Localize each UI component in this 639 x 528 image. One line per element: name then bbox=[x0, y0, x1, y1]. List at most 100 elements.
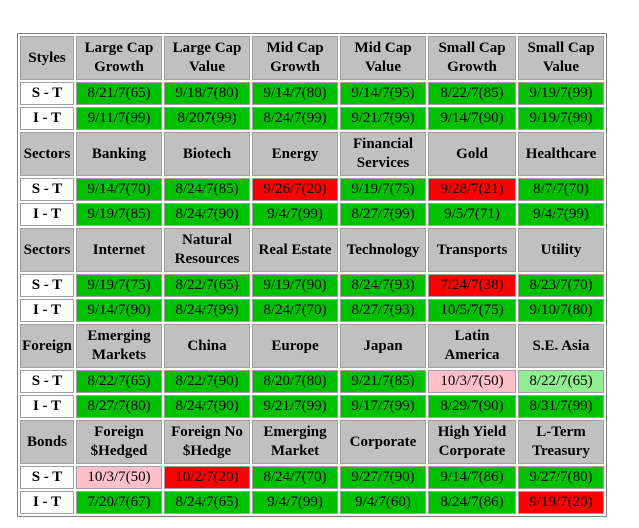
table-row: I - T 9/19/7(85) 8/24/7(90) 9/4/7(99) 8/27/7… bbox=[20, 203, 604, 226]
column-header-high-yield-corporate: High Yield Corporate bbox=[428, 420, 516, 464]
row-label: S - T bbox=[20, 178, 74, 201]
section-label: Styles bbox=[20, 36, 74, 80]
table-row: I - T 9/11/7(99) 8/207(99) 8/24/7(99) 9/21/7… bbox=[20, 107, 604, 130]
column-header-financial-services: Financial Services bbox=[340, 132, 426, 176]
column-header-transports: Transports bbox=[428, 228, 516, 272]
table-row: I - T 8/27/7(80) 8/24/7(90) 9/21/7(99) 9/17/… bbox=[20, 395, 604, 418]
table-row: I - T 9/14/7(90) 8/24/7(99) 8/24/7(70) 8/27/… bbox=[20, 299, 604, 322]
column-header-large-cap-value: Large Cap Value bbox=[164, 36, 250, 80]
column-header-biotech: Biotech bbox=[164, 132, 250, 176]
section-header-row-styles: Styles Large Cap Growth Large Cap Value Mid… bbox=[20, 36, 604, 80]
signal-cell: 9/4/7(99) bbox=[252, 491, 338, 514]
section-label: Foreign bbox=[20, 324, 74, 368]
table-row: S - T 8/22/7(65) 8/22/7(90) 8/20/7(80) 9/21/… bbox=[20, 370, 604, 393]
signal-cell: 10/2/7(20) bbox=[164, 466, 250, 489]
signal-cell: 8/24/7(86) bbox=[428, 491, 516, 514]
signal-cell: 9/14/7(80) bbox=[252, 82, 338, 105]
row-label: S - T bbox=[20, 274, 74, 297]
column-header-internet: Internet bbox=[76, 228, 162, 272]
signal-cell: 8/207(99) bbox=[164, 107, 250, 130]
column-header-emerging-markets: Emerging Markets bbox=[76, 324, 162, 368]
column-header-small-cap-growth: Small Cap Growth bbox=[428, 36, 516, 80]
section-label: Sectors bbox=[20, 228, 74, 272]
column-header-real-estate: Real Estate bbox=[252, 228, 338, 272]
signal-cell: 8/20/7(80) bbox=[252, 370, 338, 393]
signal-cell: 9/18/7(80) bbox=[164, 82, 250, 105]
signal-cell: 9/19/7(90) bbox=[252, 274, 338, 297]
signal-cell: 9/21/7(99) bbox=[340, 107, 426, 130]
column-header-natural-resources: Natural Resources bbox=[164, 228, 250, 272]
column-header-mid-cap-growth: Mid Cap Growth bbox=[252, 36, 338, 80]
column-header-banking: Banking bbox=[76, 132, 162, 176]
column-header-china: China bbox=[164, 324, 250, 368]
signal-cell: 9/4/7(99) bbox=[252, 203, 338, 226]
table-row: S - T 8/21/7(65) 9/18/7(80) 9/14/7(80) 9/14/… bbox=[20, 82, 604, 105]
signal-cell: 8/24/7(85) bbox=[164, 178, 250, 201]
column-header-emerging-market: Emerging Market bbox=[252, 420, 338, 464]
signal-cell: 8/24/7(93) bbox=[340, 274, 426, 297]
table-row: S - T 9/19/7(75) 8/22/7(65) 9/19/7(90) 8/24/… bbox=[20, 274, 604, 297]
signal-cell: 8/24/7(90) bbox=[164, 203, 250, 226]
column-header-healthcare: Healthcare bbox=[518, 132, 604, 176]
column-header-corporate: Corporate bbox=[340, 420, 426, 464]
column-header-utility: Utility bbox=[518, 228, 604, 272]
signal-cell: 8/21/7(65) bbox=[76, 82, 162, 105]
signal-cell: 10/5/7(75) bbox=[428, 299, 516, 322]
signal-cell: 9/19/7(75) bbox=[76, 274, 162, 297]
signal-cell: 9/27/7(90) bbox=[340, 466, 426, 489]
signal-cell: 8/24/7(99) bbox=[164, 299, 250, 322]
signal-cell: 8/22/7(65) bbox=[76, 370, 162, 393]
column-header-s-e-asia: S.E. Asia bbox=[518, 324, 604, 368]
signal-cell: 8/22/7(65) bbox=[518, 370, 604, 393]
signal-cell: 9/14/7(95) bbox=[340, 82, 426, 105]
signal-cell: 8/24/7(70) bbox=[252, 466, 338, 489]
signal-cell: 7/24/7(38) bbox=[428, 274, 516, 297]
section-header-row-sectors: Sectors Banking Biotech Energy Financial Ser… bbox=[20, 132, 604, 176]
signal-cell: 9/4/7(60) bbox=[340, 491, 426, 514]
signal-cell: 9/14/7(70) bbox=[76, 178, 162, 201]
signal-cell: 9/19/7(99) bbox=[518, 107, 604, 130]
table-row: S - T 10/3/7(50) 10/2/7(20) 8/24/7(70) 9/27/… bbox=[20, 466, 604, 489]
signal-cell: 9/26/7(20) bbox=[252, 178, 338, 201]
row-label: S - T bbox=[20, 370, 74, 393]
section-label: Sectors bbox=[20, 132, 74, 176]
signal-cell: 8/27/7(93) bbox=[340, 299, 426, 322]
signal-cell: 9/27/7(80) bbox=[518, 466, 604, 489]
column-header-l-term-treasury: L-Term Treasury bbox=[518, 420, 604, 464]
signal-cell: 8/22/7(90) bbox=[164, 370, 250, 393]
signal-cell: 9/28/7(21) bbox=[428, 178, 516, 201]
row-label: S - T bbox=[20, 466, 74, 489]
row-label: I - T bbox=[20, 491, 74, 514]
column-header-europe: Europe bbox=[252, 324, 338, 368]
signal-cell: 8/23/7(70) bbox=[518, 274, 604, 297]
signal-cell: 9/14/7(90) bbox=[428, 107, 516, 130]
column-header-japan: Japan bbox=[340, 324, 426, 368]
signal-cell: 9/19/7(99) bbox=[518, 82, 604, 105]
market-timing-table: Styles Large Cap Growth Large Cap Value Mid… bbox=[17, 33, 607, 517]
column-header-technology: Technology bbox=[340, 228, 426, 272]
row-label: I - T bbox=[20, 299, 74, 322]
signal-cell: 8/22/7(65) bbox=[164, 274, 250, 297]
signal-cell: 8/29/7(90) bbox=[428, 395, 516, 418]
section-header-row-sectors: Sectors Internet Natural Resources Real Est… bbox=[20, 228, 604, 272]
signal-cell: 8/24/7(90) bbox=[164, 395, 250, 418]
signal-cell: 8/24/7(99) bbox=[252, 107, 338, 130]
row-label: I - T bbox=[20, 395, 74, 418]
signal-cell: 9/21/7(99) bbox=[252, 395, 338, 418]
section-header-row-bonds: Bonds Foreign $Hedged Foreign No $Hedge Eme… bbox=[20, 420, 604, 464]
signal-cell: 8/7/7(70) bbox=[518, 178, 604, 201]
column-header-gold: Gold bbox=[428, 132, 516, 176]
signal-cell: 8/24/7(70) bbox=[252, 299, 338, 322]
signal-cell: 8/24/7(65) bbox=[164, 491, 250, 514]
column-header-foreign-hedged: Foreign $Hedged bbox=[76, 420, 162, 464]
section-header-row-foreign: Foreign Emerging Markets China Europe Japan L… bbox=[20, 324, 604, 368]
signal-cell: 7/20/7(67) bbox=[76, 491, 162, 514]
row-label: I - T bbox=[20, 107, 74, 130]
row-label: I - T bbox=[20, 203, 74, 226]
signal-cell: 8/27/7(99) bbox=[340, 203, 426, 226]
row-label: S - T bbox=[20, 82, 74, 105]
table-row: S - T 9/14/7(70) 8/24/7(85) 9/26/7(20) 9/19/… bbox=[20, 178, 604, 201]
signal-cell: 9/19/7(85) bbox=[76, 203, 162, 226]
table-row: I - T 7/20/7(67) 8/24/7(65) 9/4/7(99) 9/4/7(… bbox=[20, 491, 604, 514]
section-label: Bonds bbox=[20, 420, 74, 464]
